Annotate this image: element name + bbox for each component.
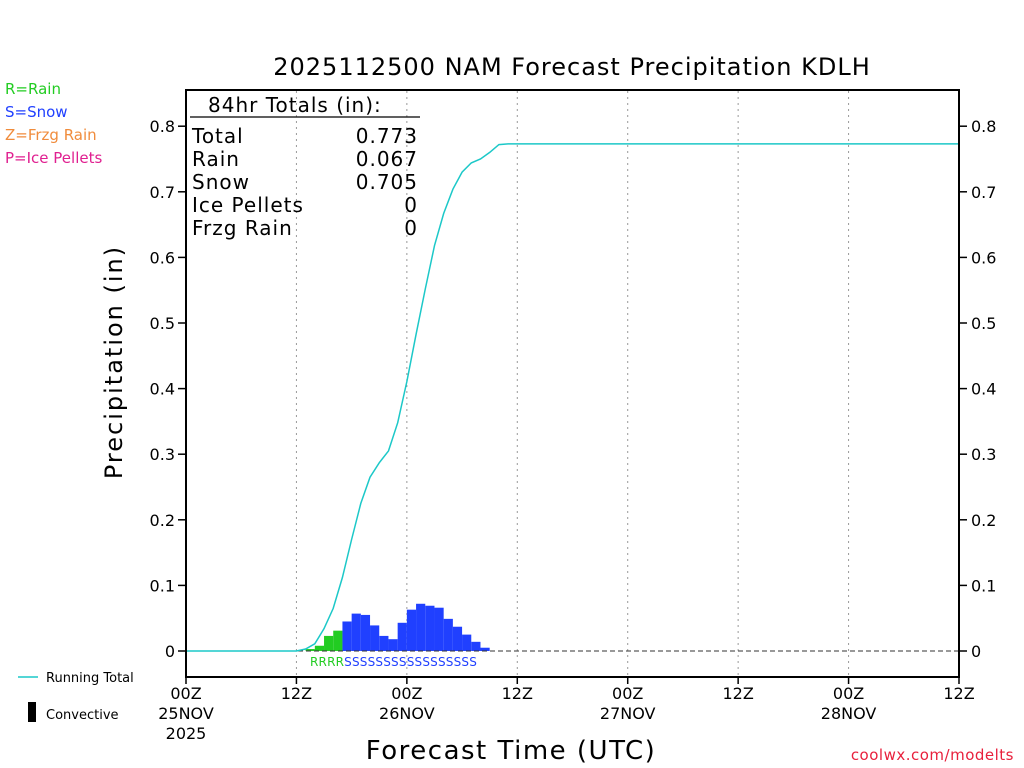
y-tick-label-right: 0.7 [971,183,996,202]
y-tick-label-left: 0.6 [150,248,175,267]
x-axis-label: Forecast Time (UTC) [366,736,657,766]
rain-bar [305,649,315,651]
snow-bar [388,639,398,651]
y-tick-label-right: 0.8 [971,117,996,136]
y-tick-label-right: 0.6 [971,248,996,267]
totals-row-label: Frzg Rain [192,216,293,240]
y-tick-label-left: 0 [165,642,175,661]
totals-heading: 84hr Totals (in): [208,93,382,117]
x-tick-label: 00Z [391,684,422,703]
x-tick-label: 12Z [281,684,312,703]
y-tick-label-right: 0.3 [971,445,996,464]
rain-bar [324,635,334,651]
y-tick-label-right: 0.4 [971,380,996,399]
y-tick-label-right: 0.2 [971,511,996,530]
y-tick-label-right: 0.1 [971,576,996,595]
totals-row-value: 0.705 [356,170,418,194]
y-tick-label-right: 0 [971,642,981,661]
running-total-line [186,143,959,652]
totals-row-label: Rain [192,147,240,171]
x-tick-label: 12Z [502,684,533,703]
y-tick-label-left: 0.4 [150,380,175,399]
snow-bar [471,641,481,651]
y-tick-label-left: 0.2 [150,511,175,530]
ptype-strip: RRRRSSSSSSSSSSSSSSSSS [310,655,477,669]
snow-bar [397,622,407,651]
snow-bar [452,626,463,651]
x-tick-label: 25NOV [158,704,214,723]
x-tick-label: 12Z [722,684,753,703]
snow-bar [370,625,380,651]
y-tick-label-left: 0.1 [150,576,175,595]
totals-row-value: 0.067 [356,147,418,171]
x-tick-label: 27NOV [600,704,656,723]
legend-rain: R=Rain [5,80,61,98]
totals-row-label: Total [191,124,244,148]
x-tick-label: 00Z [170,684,201,703]
ptype-strip-rain: RRRR [310,655,344,669]
totals-row-value: 0 [404,216,418,240]
totals-row-label: Ice Pellets [192,193,304,217]
x-tick-label: 2025 [166,724,207,743]
y-tick-label-left: 0.5 [150,314,175,333]
y-axis-label: Precipitation (in) [100,245,128,479]
snow-bar [360,614,371,651]
snow-bar [406,609,417,651]
x-tick-label: 12Z [943,684,974,703]
x-tick-label: 00Z [833,684,864,703]
snow-bar [434,607,444,651]
snow-bar [443,618,453,651]
ptype-strip-snow: SSSSSSSSSSSSSSSSS [344,655,477,669]
plot-frame [185,89,960,678]
rain-bar [314,645,325,651]
snow-bar [425,605,435,651]
rain-bar [333,630,343,651]
y-tick-label-left: 0.3 [150,445,175,464]
snow-bar [416,603,426,651]
legend-snow: S=Snow [5,103,68,121]
totals-row-label: Snow [192,170,250,194]
chart-title: 2025112500 NAM Forecast Precipitation KD… [273,53,871,81]
snow-bar [462,634,472,651]
snow-bar [342,621,352,651]
running-total-legend-label: Running Total [46,671,134,686]
y-tick-label-left: 0.7 [150,183,175,202]
x-tick-label: 26NOV [379,704,435,723]
y-tick-label-right: 0.5 [971,314,996,333]
legend-freezing-rain: Z=Frzg Rain [5,126,97,144]
snow-bar [480,647,490,651]
vertical-gridlines [295,91,850,676]
totals-row-value: 0 [404,193,418,217]
y-tick-label-left: 0.8 [150,117,175,136]
snow-bar [379,635,389,651]
x-tick-label: 28NOV [821,704,877,723]
totals-rows: Total 0.773 Rain 0.067 Snow 0.705 Ice Pellets 0… [191,124,418,240]
precip-bars [305,603,490,651]
convective-legend-swatch [28,702,36,722]
convective-legend-label: Convective [46,708,119,723]
totals-row-value: 0.773 [356,124,418,148]
y-axis-ticks: 0 00.1 0.10.2 0.20.3 0.30.4 0.40.5 0.50.6 0.60.… [150,117,997,661]
x-tick-label: 00Z [612,684,643,703]
legend-ice-pellets: P=Ice Pellets [5,149,103,167]
snow-bar [351,613,361,651]
totals-box: 84hr Totals (in): Total 0.773 Rain 0.067 Sno… [190,93,420,240]
credit-link[interactable]: coolwx.com/modelts [850,746,1014,764]
